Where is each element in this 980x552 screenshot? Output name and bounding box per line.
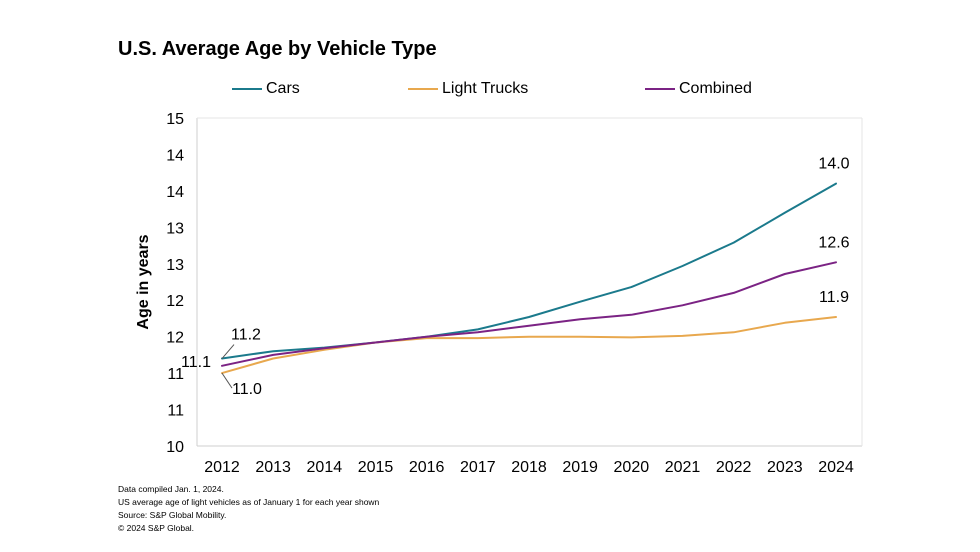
x-tick-label: 2022: [716, 459, 752, 476]
y-tick-label: 15: [166, 111, 184, 128]
footnotes: Data compiled Jan. 1, 2024. US average a…: [118, 483, 379, 535]
y-tick-label: 14: [166, 147, 184, 164]
y-tick-label: 13: [166, 220, 184, 237]
data-label-cars: 11.2: [231, 327, 261, 344]
y-axis-label: Age in years: [135, 234, 152, 329]
x-tick-label: 2014: [307, 459, 343, 476]
legend-swatch-cars: [232, 88, 262, 90]
x-tick-label: 2020: [614, 459, 650, 476]
footnote-copyright: © 2024 S&P Global.: [118, 523, 195, 533]
legend-label-light-trucks: Light Trucks: [442, 80, 529, 97]
leader-line-light-trucks: [221, 372, 233, 389]
x-tick-label: 2017: [460, 459, 496, 476]
data-label-light-trucks: 11.0: [232, 381, 262, 398]
legend-item-combined: Combined: [645, 80, 752, 98]
data-label-combined: 11.1: [181, 354, 211, 371]
footnote-compiled: Data compiled Jan. 1, 2024.: [118, 484, 224, 494]
legend-label-cars: Cars: [266, 80, 300, 97]
legend-item-cars: Cars: [232, 80, 300, 98]
legend: Cars Light Trucks Combined: [0, 80, 980, 102]
y-tick-label: 12: [166, 293, 184, 310]
data-label-light-trucks: 11.9: [819, 289, 849, 306]
legend-swatch-light-trucks: [408, 88, 438, 90]
leader-line-cars: [221, 344, 235, 359]
series-line-combined: [221, 261, 837, 367]
legend-swatch-combined: [645, 88, 675, 90]
footnote-source: Source: S&P Global Mobility.: [118, 510, 227, 520]
footnote-description: US average age of light vehicles as of J…: [118, 497, 380, 507]
x-tick-label: 2024: [818, 459, 854, 476]
chart-title: U.S. Average Age by Vehicle Type: [118, 38, 437, 60]
y-tick-label: 14: [166, 184, 184, 201]
x-tick-label: 2019: [562, 459, 598, 476]
x-tick-label: 2013: [255, 459, 291, 476]
y-tick-label: 11: [167, 366, 184, 383]
y-tick-label: 13: [166, 257, 184, 274]
series-line-cars: [221, 182, 837, 360]
data-label-cars: 14.0: [818, 156, 849, 173]
y-tick-label: 11: [167, 403, 184, 420]
x-tick-label: 2021: [665, 459, 701, 476]
legend-item-light-trucks: Light Trucks: [408, 80, 528, 98]
data-label-combined: 12.6: [818, 234, 849, 251]
x-tick-label: 2018: [511, 459, 547, 476]
y-tick-label: 10: [166, 439, 184, 456]
y-tick-label: 12: [166, 330, 184, 347]
x-tick-label: 2015: [358, 459, 394, 476]
x-tick-label: 2023: [767, 459, 803, 476]
legend-label-combined: Combined: [679, 80, 752, 97]
series-line-light-trucks: [221, 316, 837, 375]
x-tick-label: 2016: [409, 459, 445, 476]
x-tick-label: 2012: [204, 459, 240, 476]
